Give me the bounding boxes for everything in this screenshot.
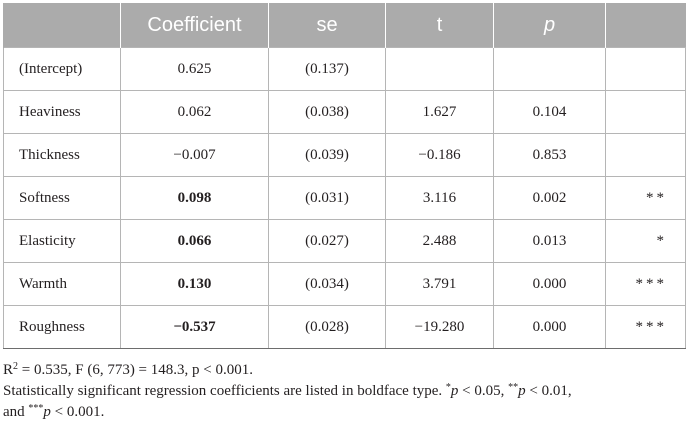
row-coefficient: 0.098 xyxy=(120,176,269,220)
row-coefficient: 0.066 xyxy=(120,219,269,263)
row-se: (0.028) xyxy=(268,305,386,349)
boldface-explanation: Statistically significant regression coe… xyxy=(3,383,446,399)
row-p: 0.853 xyxy=(493,133,606,177)
table-row: Warmth 0.130 (0.034) 3.791 0.000 *** xyxy=(3,262,686,306)
row-p: 0.013 xyxy=(493,219,606,263)
row-term: Roughness xyxy=(3,305,121,349)
row-t: 3.116 xyxy=(385,176,494,220)
row-coefficient: −0.007 xyxy=(120,133,269,177)
header-significance xyxy=(605,3,686,48)
row-t xyxy=(385,47,494,91)
row-term: Warmth xyxy=(3,262,121,306)
star-1: * xyxy=(445,382,451,393)
row-coefficient: 0.625 xyxy=(120,47,269,91)
threshold-3: < 0.001. xyxy=(50,404,105,420)
table-row: Heaviness 0.062 (0.038) 1.627 0.104 xyxy=(3,90,686,134)
row-coefficient: 0.130 xyxy=(120,262,269,306)
table-row: Softness 0.098 (0.031) 3.116 0.002 ** xyxy=(3,176,686,220)
p-symbol: p xyxy=(518,383,526,399)
row-p: 0.104 xyxy=(493,90,606,134)
row-significance xyxy=(605,47,686,91)
table-row: Roughness −0.537 (0.028) −19.280 0.000 *** xyxy=(3,305,686,349)
row-term: Thickness xyxy=(3,133,121,177)
row-t: −0.186 xyxy=(385,133,494,177)
row-t: −19.280 xyxy=(385,305,494,349)
header-coefficient: Coefficient xyxy=(120,3,269,48)
star-3: *** xyxy=(28,403,44,414)
r2-exponent: 2 xyxy=(13,361,19,372)
table-body: (Intercept) 0.625 (0.137) Heaviness 0.062 (0.… xyxy=(3,47,686,349)
row-significance: *** xyxy=(605,305,686,349)
row-coefficient: −0.537 xyxy=(120,305,269,349)
row-term: Softness xyxy=(3,176,121,220)
row-se: (0.038) xyxy=(268,90,386,134)
table-row: Thickness −0.007 (0.039) −0.186 0.853 xyxy=(3,133,686,177)
star-2: ** xyxy=(508,382,519,393)
row-significance: ** xyxy=(605,176,686,220)
header-se: se xyxy=(268,3,386,48)
table-notes: R2 = 0.535, F (6, 773) = 148.3, p < 0.00… xyxy=(3,360,687,423)
row-p: 0.002 xyxy=(493,176,606,220)
row-se: (0.137) xyxy=(268,47,386,91)
row-t: 2.488 xyxy=(385,219,494,263)
row-se: (0.039) xyxy=(268,133,386,177)
and-word: and xyxy=(3,404,29,420)
p-symbol: p xyxy=(43,404,51,420)
model-fit-note: R2 = 0.535, F (6, 773) = 148.3, p < 0.00… xyxy=(3,360,687,381)
threshold-2: < 0.01, xyxy=(525,383,572,399)
table-header-row: Coefficient se t p xyxy=(3,3,686,48)
row-se: (0.031) xyxy=(268,176,386,220)
row-coefficient: 0.062 xyxy=(120,90,269,134)
row-significance xyxy=(605,90,686,134)
row-se: (0.034) xyxy=(268,262,386,306)
row-p: 0.000 xyxy=(493,305,606,349)
row-se: (0.027) xyxy=(268,219,386,263)
p-symbol: p xyxy=(450,383,459,399)
header-term xyxy=(3,3,121,48)
model-fit-stats: = 0.535, F (6, 773) = 148.3, p < 0.001. xyxy=(18,362,253,378)
r2-label: R xyxy=(3,362,14,378)
row-p: 0.000 xyxy=(493,262,606,306)
header-t: t xyxy=(385,3,494,48)
threshold-1: < 0.05, xyxy=(458,383,509,399)
row-significance: * xyxy=(605,219,686,263)
table-row: (Intercept) 0.625 (0.137) xyxy=(3,47,686,91)
table-row: Elasticity 0.066 (0.027) 2.488 0.013 * xyxy=(3,219,686,263)
regression-table: Coefficient se t p (Intercept) 0.625 (0.13… xyxy=(3,3,686,349)
row-p xyxy=(493,47,606,91)
significance-note: Statistically significant regression coe… xyxy=(3,381,687,402)
row-term: Elasticity xyxy=(3,219,121,263)
row-term: Heaviness xyxy=(3,90,121,134)
significance-note-cont: and ***p < 0.001. xyxy=(3,402,687,423)
row-term: (Intercept) xyxy=(3,47,121,91)
row-t: 3.791 xyxy=(385,262,494,306)
row-t: 1.627 xyxy=(385,90,494,134)
row-significance: *** xyxy=(605,262,686,306)
header-p: p xyxy=(493,3,606,48)
row-significance xyxy=(605,133,686,177)
